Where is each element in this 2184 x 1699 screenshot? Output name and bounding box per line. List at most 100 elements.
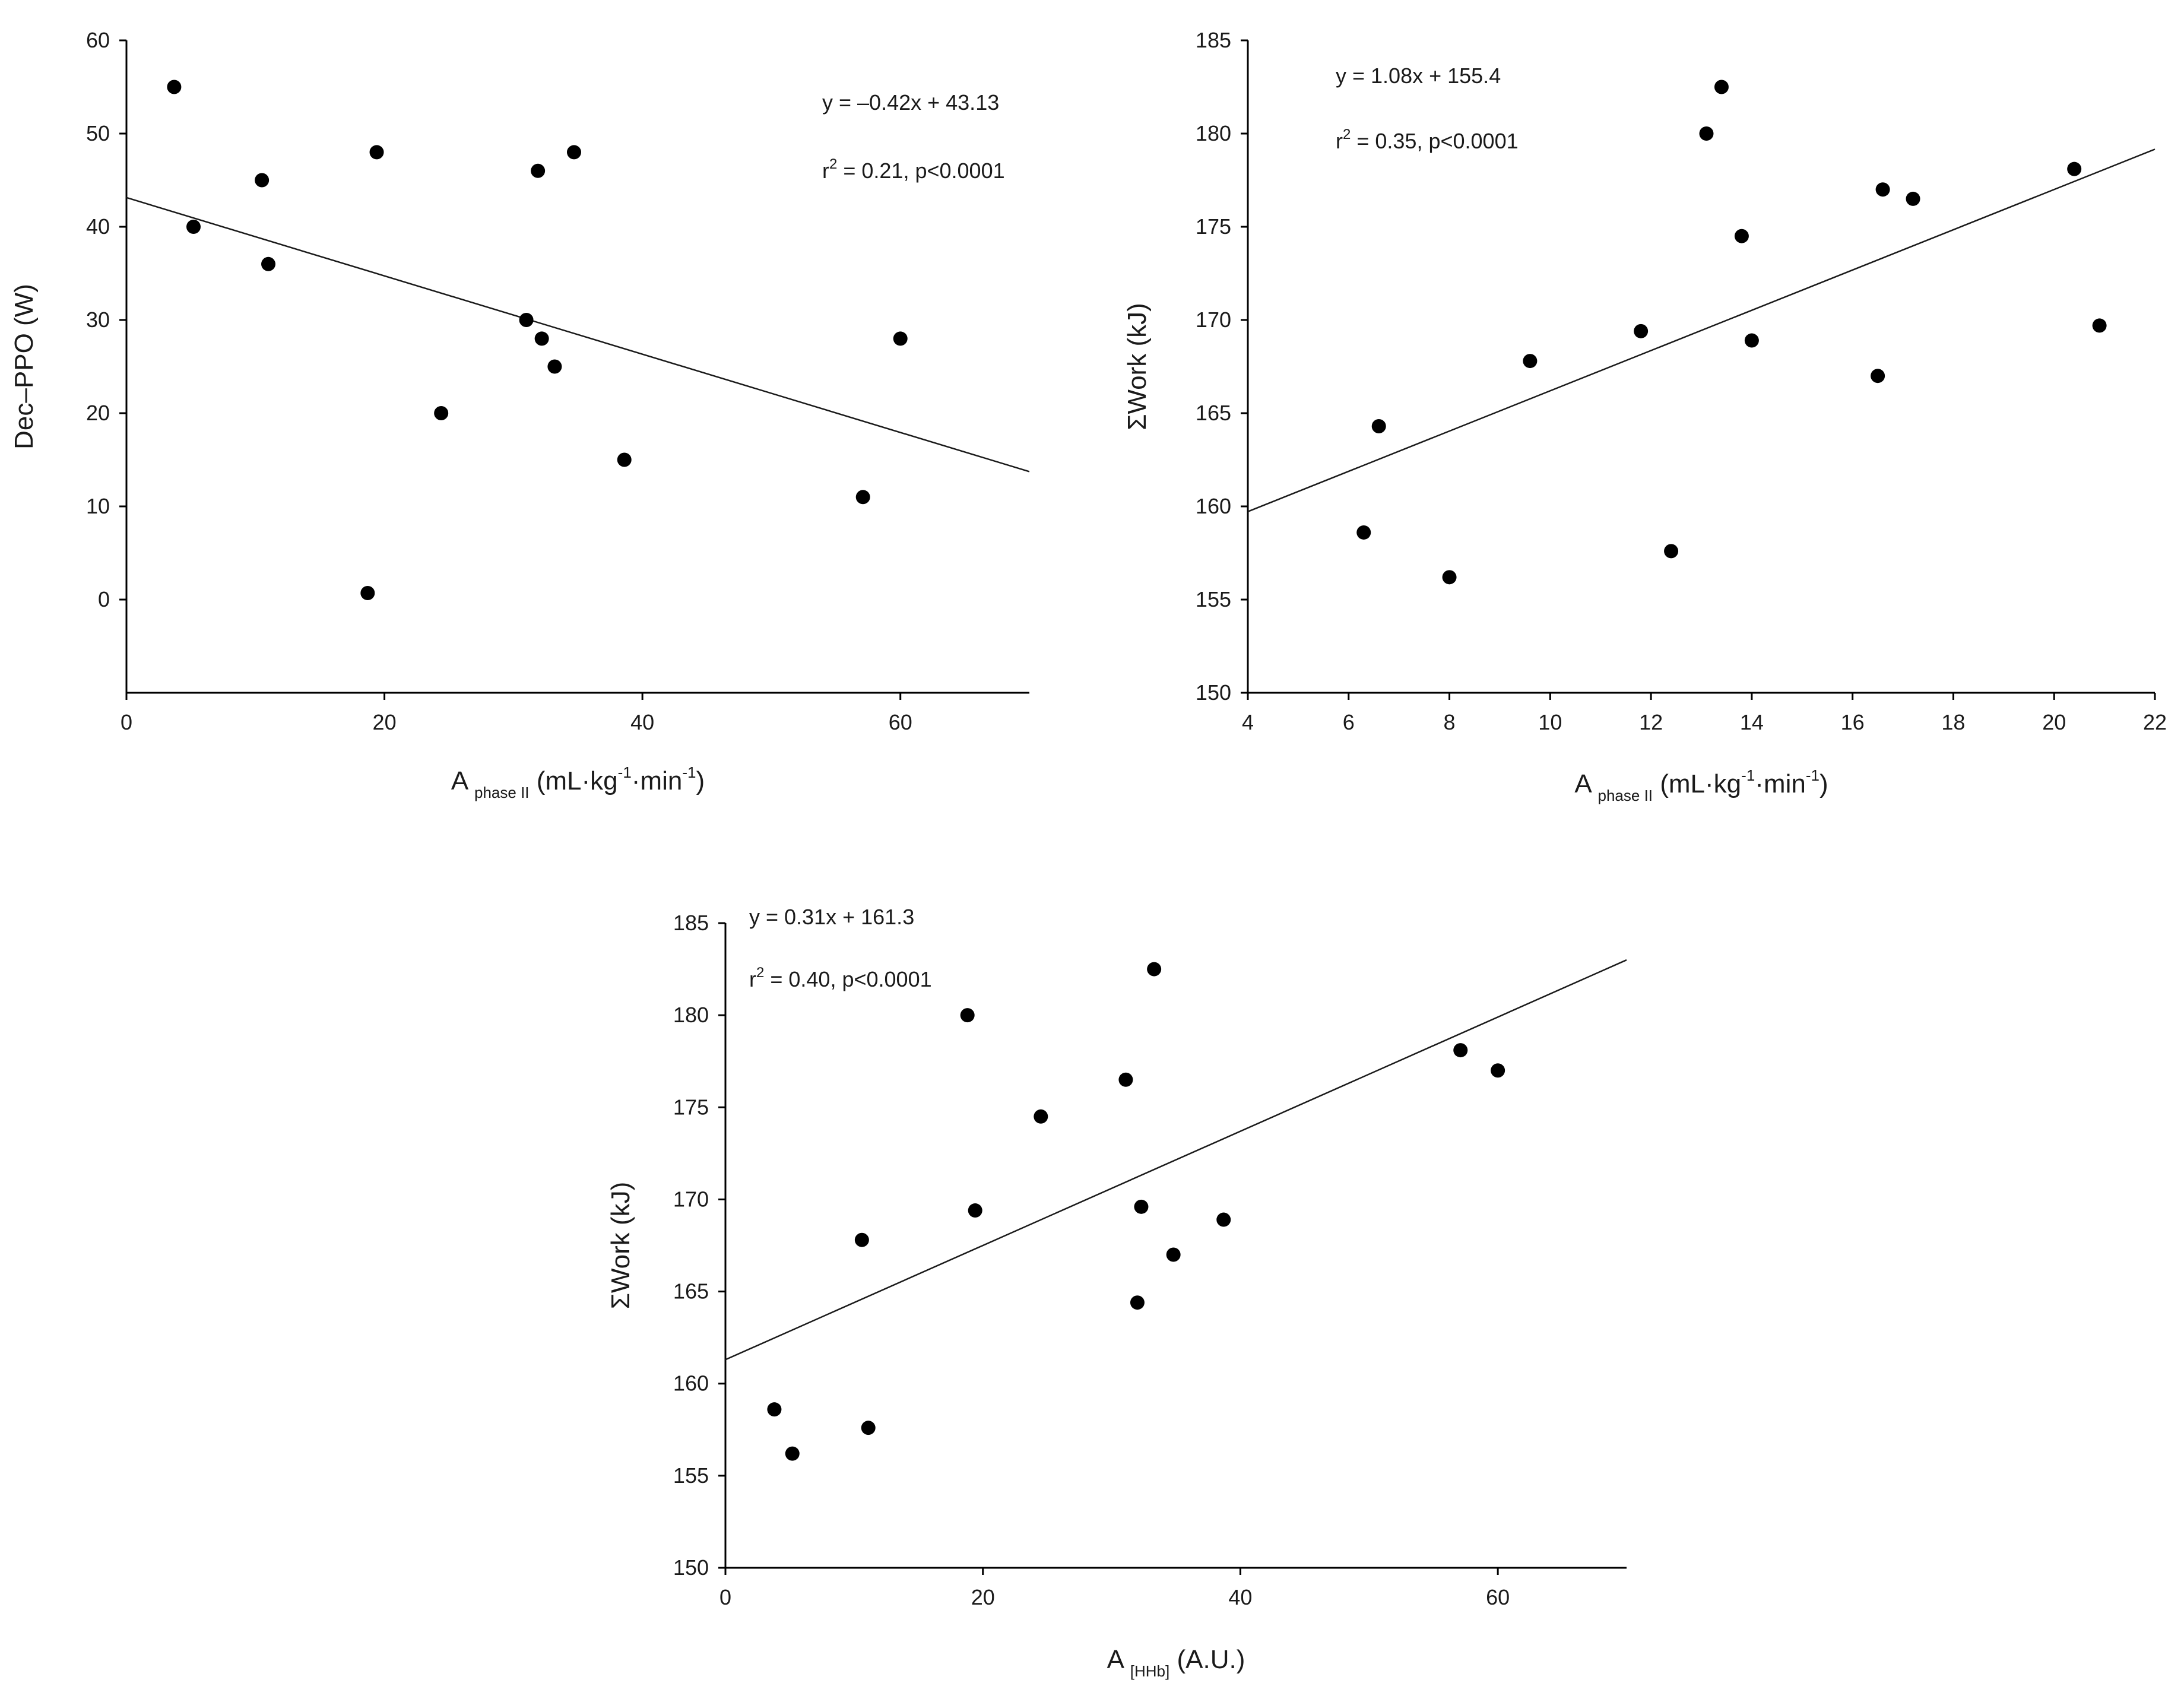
data-point — [785, 1446, 800, 1461]
x-tick-label: 40 — [630, 710, 654, 734]
x-label-sub: phase II — [1598, 787, 1653, 804]
data-point — [855, 490, 870, 505]
data-point — [1034, 1109, 1048, 1124]
data-point — [566, 145, 581, 160]
y-tick-label: 150 — [1196, 680, 1231, 705]
data-point — [1523, 354, 1538, 369]
regression-line — [1247, 148, 2156, 512]
y-tick-label: 180 — [1196, 121, 1231, 145]
y-tick-label: 50 — [86, 121, 110, 145]
data-point — [167, 80, 182, 94]
r2-label: r2 = 0.21, p<0.0001 — [822, 156, 1005, 183]
x-label-sup1: -1 — [618, 763, 632, 781]
chart-work-vs-ahhb: 150 155 160 165 170 175 180 185 0 20 40 60 ΣWork (kJ… — [606, 905, 1627, 1680]
x-label-end: ) — [696, 766, 705, 795]
x-tick-label: 0 — [719, 1585, 731, 1609]
data-point — [960, 1008, 975, 1023]
x-tick-label: 8 — [1444, 710, 1456, 734]
x-tick-label: 6 — [1343, 710, 1355, 734]
r2-prefix: r — [749, 967, 756, 991]
y-tick-label: 10 — [86, 494, 110, 518]
data-point — [531, 163, 546, 178]
x-label-main: A — [1107, 1645, 1130, 1674]
data-point — [1371, 419, 1386, 433]
x-tick-label: 60 — [889, 710, 912, 734]
y-tick-label: 170 — [673, 1187, 709, 1211]
data-point — [1118, 1072, 1133, 1087]
data-point — [434, 406, 449, 420]
data-point — [519, 313, 534, 327]
r2-superscript: 2 — [1343, 126, 1351, 142]
data-point — [1216, 1212, 1231, 1227]
x-tick-label: 10 — [1538, 710, 1562, 734]
data-point — [1147, 962, 1162, 977]
data-point — [1875, 182, 1890, 197]
y-tick-label: 30 — [86, 308, 110, 332]
r2-superscript: 2 — [829, 156, 837, 172]
data-point — [186, 220, 201, 234]
r2-superscript: 2 — [756, 965, 764, 981]
data-point — [1699, 126, 1714, 141]
y-tick-label: 180 — [673, 1003, 709, 1027]
data-point — [1871, 369, 1885, 383]
y-tick-label: 175 — [1196, 214, 1231, 239]
data-point — [1664, 544, 1679, 559]
y-tick-label: 60 — [86, 28, 110, 52]
data-point — [261, 256, 276, 271]
x-label-unit: (mL·kg — [1653, 769, 1741, 798]
x-tick-label: 40 — [1228, 1585, 1252, 1609]
x-tick-label: 18 — [1941, 710, 1965, 734]
x-tick-label: 4 — [1242, 710, 1254, 734]
x-label-sup2: -1 — [1806, 766, 1820, 784]
x-tick-label: 60 — [1486, 1585, 1510, 1609]
x-tick-label: 20 — [971, 1585, 995, 1609]
y-axis-label: ΣWork (kJ) — [1123, 303, 1152, 430]
y-tick-label: 185 — [1196, 28, 1231, 52]
data-point — [1442, 570, 1457, 585]
data-point — [1491, 1063, 1505, 1078]
data-point — [1744, 333, 1759, 348]
equation-label: y = 1.08x + 155.4 — [1336, 64, 1501, 88]
data-point — [968, 1203, 982, 1218]
x-label-sub: [HHb] — [1130, 1662, 1169, 1680]
x-tick-label: 0 — [121, 710, 132, 734]
x-tick-label: 20 — [2042, 710, 2066, 734]
y-tick-label: 175 — [673, 1095, 709, 1119]
data-point — [255, 173, 270, 188]
y-axis-label: ΣWork (kJ) — [606, 1182, 635, 1310]
x-tick-label: 14 — [1740, 710, 1764, 734]
x-axis-label: A [HHb] (A.U.) — [1107, 1645, 1245, 1680]
x-label-mid: ·min — [632, 766, 683, 795]
r2-value: = 0.40, p<0.0001 — [764, 967, 931, 991]
r2-value: = 0.21, p<0.0001 — [837, 159, 1004, 183]
chart-dec-ppo-vs-aphase: 0 10 20 30 40 50 60 0 20 40 60 Dec–PPO (W) A phase I… — [9, 28, 1030, 801]
data-point — [1134, 1199, 1149, 1214]
x-tick-label: 22 — [2143, 710, 2167, 734]
y-tick-label: 155 — [1196, 587, 1231, 611]
y-tick-label: 150 — [673, 1555, 709, 1580]
x-axis-label: A phase II (mL·kg-1·min-1) — [1574, 766, 1828, 804]
y-axis-label: Dec–PPO (W) — [9, 284, 39, 449]
equation-label: y = –0.42x + 43.13 — [822, 90, 999, 115]
data-point — [360, 586, 375, 601]
chart-work-vs-aphase: 150 155 160 165 170 175 180 185 4 6 8 10 12 14 16 18 20 2… — [1123, 28, 2167, 804]
data-point — [617, 452, 632, 467]
data-point — [861, 1421, 876, 1435]
data-point — [767, 1402, 782, 1417]
r2-value: = 0.35, p<0.0001 — [1351, 129, 1518, 153]
data-point — [1356, 525, 1371, 540]
x-tick-label: 16 — [1841, 710, 1865, 734]
data-point — [1906, 191, 1920, 206]
r2-prefix: r — [822, 159, 829, 183]
data-point — [1734, 229, 1749, 243]
data-point — [2092, 318, 2107, 333]
y-tick-label: 0 — [98, 587, 110, 611]
y-tick-label: 160 — [673, 1371, 709, 1396]
regression-line — [126, 196, 1030, 473]
r2-label: r2 = 0.40, p<0.0001 — [749, 965, 932, 991]
data-point — [547, 359, 562, 374]
data-point — [2067, 161, 2082, 176]
data-point — [1130, 1295, 1145, 1310]
x-label-sup1: -1 — [1741, 766, 1755, 784]
